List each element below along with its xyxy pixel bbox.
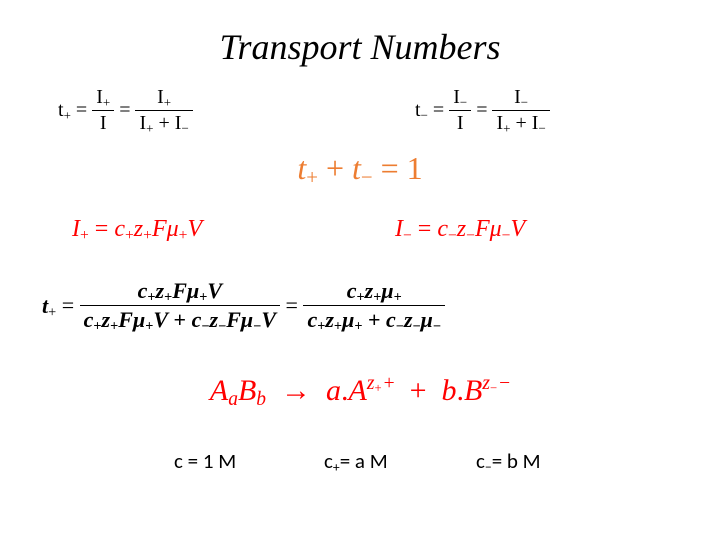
label-c-minus: c−= b M xyxy=(476,448,541,474)
slide-title: Transport Numbers xyxy=(0,26,720,68)
eq-Iplus: I+ = c+z+Fμ+V xyxy=(72,216,202,243)
eq-dissociation: AaBb → a.Az++ + b.Bz−− xyxy=(0,374,720,408)
eq-tplus-def: t+ = I+I = I+I+ + I− xyxy=(58,86,193,135)
label-c-plus: c+= a M xyxy=(324,448,388,474)
label-c-total: c = 1 M xyxy=(174,448,236,474)
eq-tminus-def: t− = I−I = I−I+ + I− xyxy=(415,86,550,135)
eq-Iminus: I− = c−z−Fμ−V xyxy=(395,216,525,243)
eq-sum-equals-one: t+ + t− = 1 xyxy=(0,150,720,187)
